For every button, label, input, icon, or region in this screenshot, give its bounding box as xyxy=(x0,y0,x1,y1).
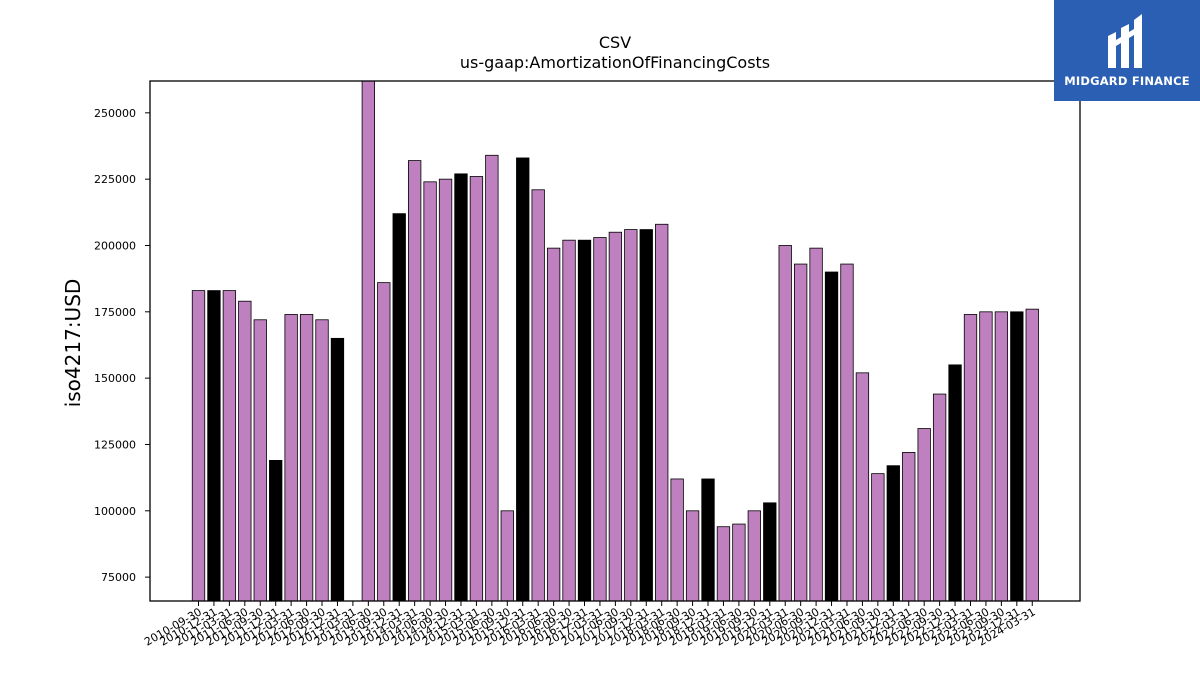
bar-2019-06-30 xyxy=(732,523,746,602)
bar-2015-06-30 xyxy=(485,154,499,602)
y-tick-label: 175000 xyxy=(94,306,136,319)
bar-2022-06-30 xyxy=(917,428,931,602)
y-tick-label: 200000 xyxy=(94,239,136,252)
bar-2010-09-30 xyxy=(191,290,206,602)
bar-2011-12-31 xyxy=(269,459,283,602)
bar-2011-06-30 xyxy=(238,300,252,602)
bar-2018-03-31 xyxy=(655,223,669,602)
bar-2011-03-31 xyxy=(222,290,237,602)
bar-2012-12-31 xyxy=(330,337,345,602)
bar-2019-12-31 xyxy=(763,502,777,602)
bar-2011-09-30 xyxy=(253,319,267,602)
bar-2014-09-30 xyxy=(438,178,453,602)
bar-2018-06-30 xyxy=(670,478,684,602)
bar-2016-06-30 xyxy=(546,247,561,602)
bar-2015-12-31 xyxy=(516,157,530,602)
bar-2016-12-31 xyxy=(577,239,592,602)
bar-2022-09-30 xyxy=(932,393,947,602)
bar-2022-03-31 xyxy=(902,452,916,602)
bar-2013-09-30 xyxy=(377,282,391,602)
bar-2012-09-30 xyxy=(315,319,329,602)
bar-2020-06-30 xyxy=(794,263,808,602)
bar-2015-09-30 xyxy=(500,510,514,602)
brand-name: MIDGARD FINANCE xyxy=(1064,74,1190,88)
y-axis-label: iso4217:USD xyxy=(61,279,85,408)
bar-2023-03-31 xyxy=(963,314,978,602)
bar-2021-06-30 xyxy=(855,372,870,602)
bar-2017-09-30 xyxy=(624,229,638,602)
bar-2020-03-31 xyxy=(778,245,792,602)
bar-2023-06-30 xyxy=(979,311,993,602)
bar-2017-12-31 xyxy=(639,229,653,602)
bar-2014-12-31 xyxy=(454,173,468,602)
bar-2014-06-30 xyxy=(423,181,437,602)
bar-2016-03-31 xyxy=(531,189,545,602)
brand-logo: MIDGARD FINANCE xyxy=(1054,0,1200,101)
bar-2022-12-31 xyxy=(948,364,962,602)
y-tick-label: 150000 xyxy=(94,372,136,385)
y-axis: 75000 100000 125000 150000 175000 200000 22500… xyxy=(94,107,150,584)
bar-2018-09-30 xyxy=(685,510,700,602)
y-tick-label: 125000 xyxy=(94,438,136,451)
y-tick-label: 225000 xyxy=(94,173,136,186)
bar-2020-12-31 xyxy=(824,271,839,602)
bar-2023-12-31 xyxy=(1010,311,1024,602)
bar-2017-03-31 xyxy=(593,237,607,602)
bar-2021-03-31 xyxy=(840,263,854,602)
y-tick-label: 75000 xyxy=(101,571,136,584)
bar-2020-09-30 xyxy=(809,247,823,602)
bar-2010-12-31 xyxy=(207,290,221,602)
midgard-logo-icon xyxy=(1108,14,1142,68)
bar-2021-09-30 xyxy=(871,473,885,602)
bar-series xyxy=(191,80,1039,602)
x-axis: 2010-09-302010-12-312011-03-312011-06-30… xyxy=(142,601,1038,649)
bar-2024-03-31 xyxy=(1025,308,1039,602)
bar-2015-03-31 xyxy=(469,176,484,602)
y-tick-label: 100000 xyxy=(94,505,136,518)
bar-2023-09-30 xyxy=(994,311,1009,602)
bar-2013-06-30 xyxy=(361,80,375,602)
bar-2021-12-31 xyxy=(886,465,900,602)
bar-2012-06-30 xyxy=(299,314,314,602)
bar-2014-03-31 xyxy=(408,160,422,602)
bar-2016-09-30 xyxy=(562,239,576,602)
bar-2013-12-31 xyxy=(392,213,406,602)
bar-2019-09-30 xyxy=(747,510,761,602)
chart-title: CSV xyxy=(599,33,631,52)
bar-2019-03-31 xyxy=(716,526,731,602)
chart-subtitle: us-gaap:AmortizationOfFinancingCosts xyxy=(460,53,770,72)
bar-2012-03-31 xyxy=(284,314,298,602)
bar-2018-12-31 xyxy=(701,478,715,602)
y-tick-label: 250000 xyxy=(94,107,136,120)
bar-2017-06-30 xyxy=(608,231,623,602)
